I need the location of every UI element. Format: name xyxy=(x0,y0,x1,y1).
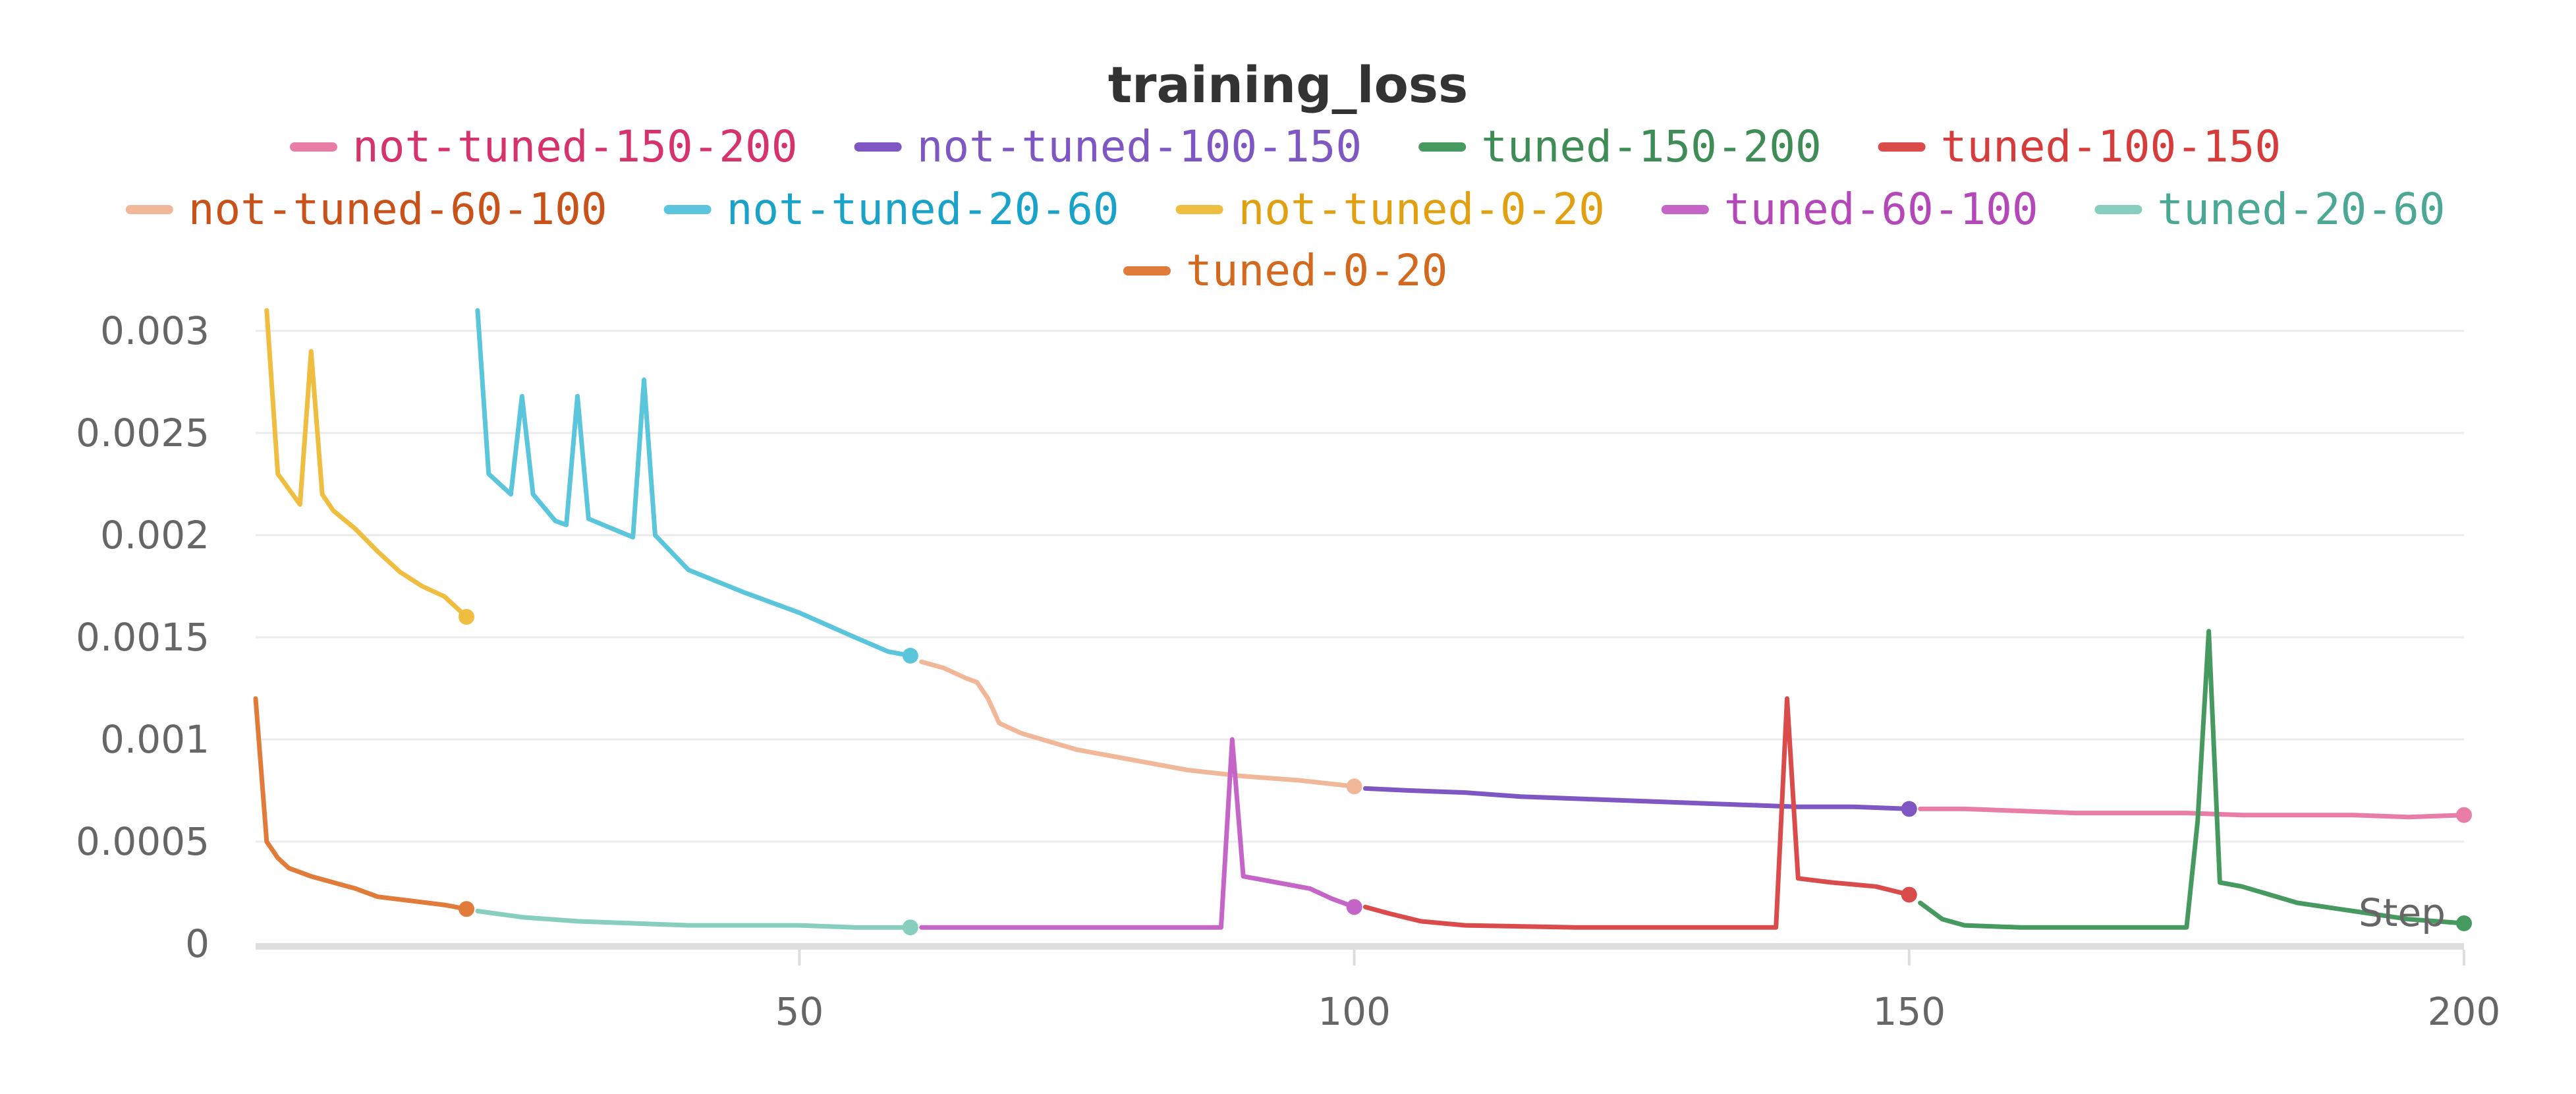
series-end-point-tuned-0-20 xyxy=(459,901,475,917)
legend: not-tuned-150-200 not-tuned-100-150 tuned-… xyxy=(125,121,2445,296)
legend-label: not-tuned-60-100 xyxy=(188,184,607,235)
series-end-point-not-tuned-0-20 xyxy=(459,609,475,625)
legend-label: tuned-20-60 xyxy=(2157,184,2445,235)
series-end-point-tuned-20-60 xyxy=(902,919,918,936)
series-line-not-tuned-60-100 xyxy=(919,659,1357,789)
legend-item-not-tuned-100-150[interactable]: not-tuned-100-150 xyxy=(854,121,1362,172)
y-tick-label: 0.002 xyxy=(100,513,210,558)
legend-label: tuned-60-100 xyxy=(1724,184,2038,235)
series-line-tuned-20-60 xyxy=(475,908,913,930)
y-axis-ticks: 0 0.0005 0.001 0.0015 0.002 0.0025 0.003 xyxy=(76,308,210,966)
chart-title: training_loss xyxy=(1108,55,1469,114)
series-line-not-tuned-20-60 xyxy=(475,308,913,658)
legend-label: tuned-0-20 xyxy=(1186,245,1447,296)
series-lines xyxy=(253,308,2467,930)
series-end-point-tuned-150-200 xyxy=(2456,915,2472,931)
series-end-point-tuned-100-150 xyxy=(1901,886,1917,903)
series-line-tuned-150-200 xyxy=(1918,629,2467,930)
series-line-not-tuned-100-150 xyxy=(1362,786,1912,811)
x-axis-ticks: 50 100 150 200 xyxy=(775,950,2500,1034)
legend-label: not-tuned-150-200 xyxy=(352,121,798,172)
y-tick-label: 0.0015 xyxy=(76,615,210,660)
legend-label: tuned-100-150 xyxy=(1941,121,2282,172)
x-tick-label: 150 xyxy=(1872,989,1946,1034)
x-tick-label: 200 xyxy=(2428,989,2501,1034)
legend-label: not-tuned-0-20 xyxy=(1239,184,1605,235)
grid-lines xyxy=(256,330,2464,843)
x-axis-label: Step xyxy=(2359,890,2446,935)
series-line-tuned-0-20 xyxy=(253,696,469,911)
x-tick-label: 50 xyxy=(775,989,824,1034)
series-end-point-not-tuned-60-100 xyxy=(1346,778,1362,795)
series-line-tuned-100-150 xyxy=(1362,696,1912,930)
y-tick-label: 0.0005 xyxy=(76,819,210,864)
y-tick-label: 0.001 xyxy=(100,717,210,762)
legend-item-tuned-20-60[interactable]: tuned-20-60 xyxy=(2094,184,2445,235)
y-tick-label: 0.003 xyxy=(100,308,210,353)
series-line-not-tuned-150-200 xyxy=(1918,806,2467,820)
series-end-point-not-tuned-150-200 xyxy=(2456,807,2472,823)
legend-item-not-tuned-0-20[interactable]: not-tuned-0-20 xyxy=(1175,184,1605,235)
legend-item-not-tuned-60-100[interactable]: not-tuned-60-100 xyxy=(125,184,607,235)
series-end-point-not-tuned-100-150 xyxy=(1901,801,1917,817)
legend-item-tuned-60-100[interactable]: tuned-60-100 xyxy=(1661,184,2038,235)
series-end-point-not-tuned-20-60 xyxy=(902,647,918,664)
legend-label: tuned-150-200 xyxy=(1481,121,1822,172)
series-line-not-tuned-0-20 xyxy=(264,308,469,619)
series-end-points xyxy=(459,609,2472,936)
y-tick-label: 0 xyxy=(185,921,210,966)
series-line-tuned-60-100 xyxy=(919,737,1357,930)
legend-item-tuned-100-150[interactable]: tuned-100-150 xyxy=(1878,121,2282,172)
legend-label: not-tuned-100-150 xyxy=(917,121,1362,172)
legend-label: not-tuned-20-60 xyxy=(727,184,1119,235)
legend-item-tuned-0-20[interactable]: tuned-0-20 xyxy=(1123,245,1447,296)
x-tick-label: 100 xyxy=(1318,989,1391,1034)
legend-item-tuned-150-200[interactable]: tuned-150-200 xyxy=(1418,121,1822,172)
y-tick-label: 0.0025 xyxy=(76,411,210,455)
series-end-point-tuned-60-100 xyxy=(1346,899,1362,915)
legend-item-not-tuned-20-60[interactable]: not-tuned-20-60 xyxy=(663,184,1119,235)
legend-item-not-tuned-150-200[interactable]: not-tuned-150-200 xyxy=(290,121,798,172)
